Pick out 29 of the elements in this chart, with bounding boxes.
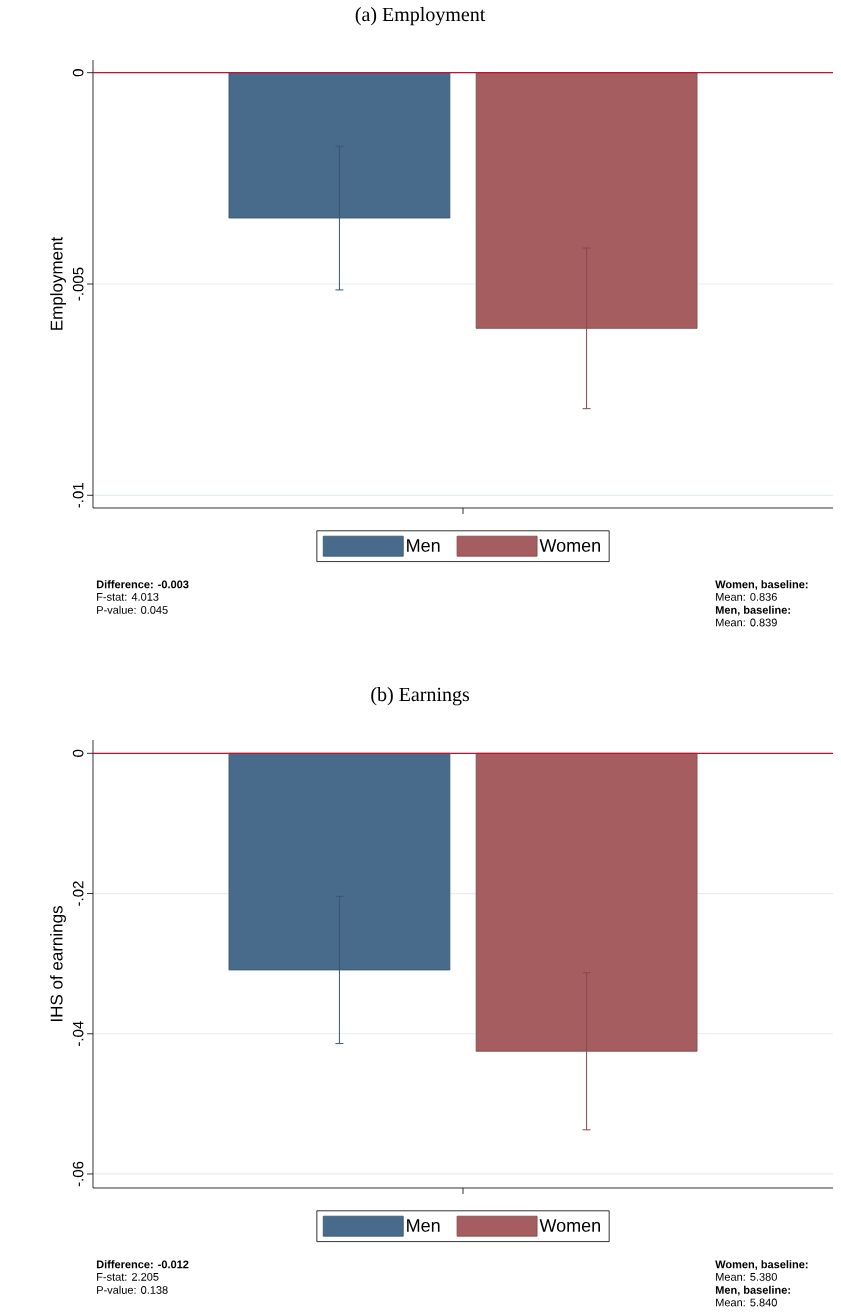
text: Difference: -0.012 xyxy=(96,1260,189,1269)
text: Women, baseline: xyxy=(715,1260,808,1270)
y-axis-title: IHS of earnings xyxy=(50,906,66,1022)
chart-title: (b) Earnings xyxy=(371,687,470,706)
chart-title: (a) Employment xyxy=(355,7,486,26)
text: F-stat: 4.013 xyxy=(97,593,159,601)
text: P-value: 0.138 xyxy=(97,1285,168,1294)
y-tick-label: -.01 xyxy=(72,483,84,508)
text: Men, baseline: xyxy=(715,605,790,616)
legend-label: Men xyxy=(407,539,440,552)
text: F-stat: 2.205 xyxy=(97,1273,159,1281)
y-tick-label: -.04 xyxy=(72,1021,84,1047)
text: P-value: 0.045 xyxy=(97,605,168,614)
text: Mean: 0.839 xyxy=(716,618,777,627)
text: Women, baseline: xyxy=(715,580,808,590)
y-tick-label: -.06 xyxy=(72,1161,84,1187)
legend-label: Women xyxy=(539,1219,600,1232)
y-axis-title: Employment xyxy=(50,236,66,330)
text: Mean: 5.380 xyxy=(716,1273,777,1281)
y-tick-label: -.005 xyxy=(72,267,84,301)
text: Mean: 0.836 xyxy=(716,593,777,601)
text: Men, baseline: xyxy=(715,1285,790,1296)
text: Mean: 5.840 xyxy=(716,1298,777,1307)
legend-label: Women xyxy=(539,539,600,552)
y-tick-label: 0 xyxy=(72,69,84,77)
legend-label: Men xyxy=(407,1219,440,1232)
text: Difference: -0.003 xyxy=(96,580,189,589)
y-tick-label: 0 xyxy=(72,749,84,757)
y-tick-label: -.02 xyxy=(72,881,84,906)
